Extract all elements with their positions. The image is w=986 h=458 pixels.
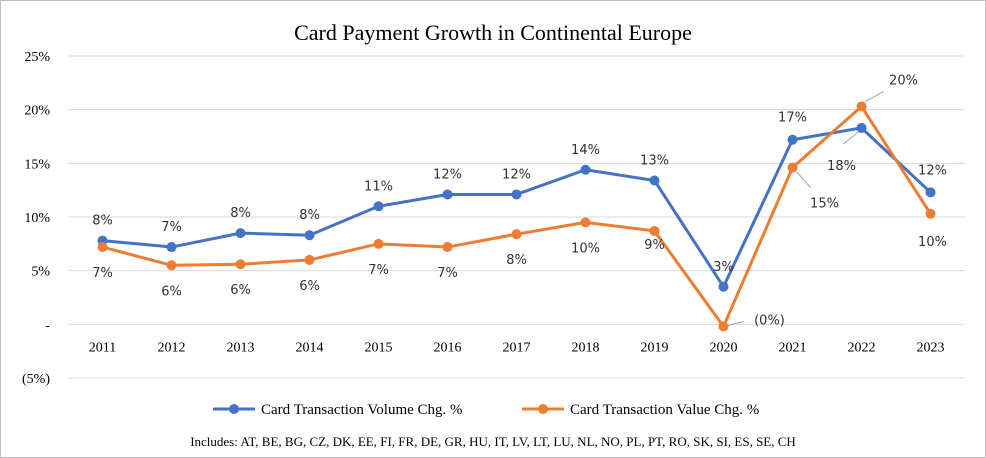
x-tick-label: 2020 — [710, 340, 738, 355]
data-label-volume: 12% — [918, 163, 947, 178]
data-point-value — [98, 242, 108, 252]
data-point-volume — [374, 201, 384, 211]
data-point-volume — [788, 135, 798, 145]
x-tick-label: 2012 — [158, 340, 186, 355]
leader-line — [797, 172, 811, 188]
data-point-value — [512, 229, 522, 239]
data-point-volume — [305, 230, 315, 240]
data-label-volume: 8% — [299, 208, 320, 223]
data-point-volume — [926, 187, 936, 197]
y-tick-label: 10% — [24, 211, 50, 226]
data-label-volume: 7% — [161, 220, 182, 235]
data-point-volume — [719, 282, 729, 292]
data-point-value — [581, 217, 591, 227]
data-label-value: 6% — [161, 284, 182, 299]
data-label-value: 8% — [506, 253, 527, 268]
data-point-volume — [512, 189, 522, 199]
footnote: Includes: AT, BE, BG, CZ, DK, EE, FI, FR… — [190, 434, 796, 449]
x-tick-label: 2014 — [296, 340, 324, 355]
data-point-volume — [167, 242, 177, 252]
chart-title: Card Payment Growth in Continental Europ… — [294, 20, 692, 45]
data-label-volume: 14% — [571, 143, 600, 158]
y-axis-ticks: 25% 20% 15% 10% 5% - (5%) — [22, 50, 50, 387]
leader-line — [728, 321, 744, 325]
y-tick-label: (5%) — [22, 372, 50, 387]
line-chart: Card Payment Growth in Continental Europ… — [0, 0, 986, 458]
y-tick-label: 15% — [24, 157, 50, 172]
data-label-volume: 3% — [713, 260, 734, 275]
data-point-volume — [581, 165, 591, 175]
data-label-value: 15% — [810, 197, 839, 212]
data-point-value — [236, 259, 246, 269]
y-tick-label: - — [45, 318, 50, 333]
data-label-volume: 8% — [92, 214, 113, 229]
data-point-value — [443, 242, 453, 252]
data-label-volume: 12% — [433, 167, 462, 182]
y-tick-label: 20% — [24, 104, 50, 119]
data-point-volume — [236, 228, 246, 238]
x-tick-label: 2019 — [641, 340, 669, 355]
data-point-value — [788, 163, 798, 173]
x-tick-label: 2013 — [227, 340, 255, 355]
data-label-value: 9% — [644, 238, 665, 253]
data-label-volume: 8% — [230, 206, 251, 221]
x-tick-label: 2023 — [917, 340, 945, 355]
x-tick-label: 2022 — [848, 340, 876, 355]
leader-line — [844, 132, 859, 144]
data-label-value: 20% — [889, 73, 918, 88]
data-label-value: 7% — [437, 266, 458, 281]
legend-volume-label: Card Transaction Volume Chg. % — [261, 402, 463, 418]
series-group — [98, 101, 936, 331]
legend-value-swatch-marker — [538, 404, 548, 414]
data-point-volume — [857, 123, 867, 133]
data-label-volume: 13% — [640, 154, 669, 169]
x-tick-label: 2021 — [779, 340, 807, 355]
data-point-value — [857, 101, 867, 111]
x-tick-label: 2017 — [503, 340, 531, 355]
data-label-value: 6% — [230, 283, 251, 298]
data-point-value — [719, 321, 729, 331]
data-point-value — [305, 255, 315, 265]
data-label-value: 10% — [918, 235, 947, 250]
data-point-value — [374, 239, 384, 249]
gridlines — [68, 56, 965, 378]
data-label-value: 7% — [368, 263, 389, 278]
data-labels: 8% 7% 8% 8% 11% 12% 12% 14% 13% 3% 17% 18% 12% 7% 6% 6%… — [92, 73, 947, 328]
data-label-value: 7% — [92, 266, 113, 281]
data-label-volume: 17% — [778, 111, 807, 126]
y-tick-label: 25% — [24, 50, 50, 65]
data-label-value: 10% — [571, 241, 600, 256]
legend-value-label: Card Transaction Value Chg. % — [570, 402, 759, 418]
data-label-volume: 12% — [502, 167, 531, 182]
data-point-value — [926, 209, 936, 219]
data-label-value: (0%) — [754, 313, 785, 328]
leader-line — [866, 91, 884, 101]
data-point-volume — [443, 189, 453, 199]
data-point-value — [167, 260, 177, 270]
legend-volume-swatch-marker — [229, 404, 239, 414]
legend: Card Transaction Volume Chg. % Card Tran… — [213, 402, 759, 418]
data-point-volume — [650, 176, 660, 186]
data-label-volume: 11% — [364, 179, 393, 194]
x-tick-label: 2015 — [365, 340, 393, 355]
data-label-value: 6% — [299, 279, 320, 294]
y-tick-label: 5% — [31, 265, 50, 280]
data-point-value — [650, 226, 660, 236]
x-tick-label: 2018 — [572, 340, 600, 355]
x-tick-label: 2016 — [434, 340, 462, 355]
series-line-value — [103, 106, 931, 326]
x-axis-ticks: 2011 2012 2013 2014 2015 2016 2017 2018 2019 2020… — [89, 340, 945, 355]
data-label-volume: 18% — [827, 159, 856, 174]
x-tick-label: 2011 — [89, 340, 116, 355]
